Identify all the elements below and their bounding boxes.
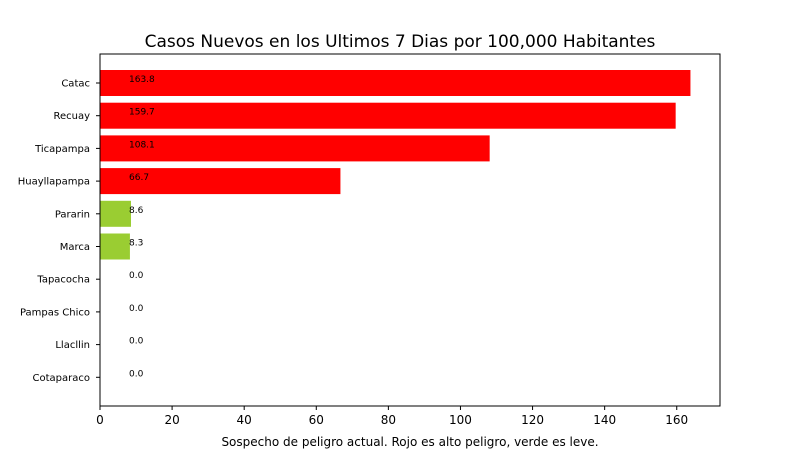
x-tick-label: 120 (521, 413, 544, 427)
y-tick-label: Llacllin (55, 340, 90, 351)
data-label: 8.6 (129, 206, 144, 216)
bar-huayllapampa (100, 168, 341, 195)
bar-pararin (100, 200, 131, 227)
data-label: 0.0 (129, 271, 144, 281)
y-axis: Catac Recuay Ticapampa Huayllapampa Pararin M… (18, 79, 100, 384)
bar-ticapampa (100, 135, 490, 162)
bar-catac (100, 70, 691, 96)
y-tick-label: Pararin (55, 209, 90, 220)
x-axis: 0 20 40 60 80 100 120 140 160 (96, 406, 688, 427)
plot-area-frame (99, 53, 721, 407)
x-tick-label: 100 (449, 413, 472, 427)
x-tick-label: 0 (96, 413, 104, 427)
value-labels-group: 163.8 159.7 108.1 66.7 8.6 8.3 0.0 0.0 0.0 0.0 (129, 75, 155, 379)
data-label: 66.7 (129, 173, 149, 183)
x-tick-label: 40 (237, 413, 252, 427)
chart-title: Casos Nuevos en los Ultimos 7 Dias por 1… (145, 32, 656, 52)
y-tick-label: Huayllapampa (18, 177, 90, 188)
y-tick-label: Recuay (53, 111, 90, 122)
x-tick-label: 160 (665, 413, 688, 427)
y-tick-label: Cotaparaco (33, 373, 90, 384)
bars-group (100, 70, 691, 260)
x-axis-label: Sospecho de peligro actual. Rojo es alto… (221, 435, 598, 449)
bar-recuay (100, 102, 676, 129)
y-tick-label: Marca (60, 242, 90, 253)
data-label: 8.3 (129, 239, 143, 249)
x-tick-label: 60 (309, 413, 324, 427)
data-label: 159.7 (129, 108, 155, 118)
y-tick-label: Catac (61, 79, 90, 90)
y-tick-label: Tapacocha (36, 275, 90, 286)
bar-marca (100, 233, 130, 260)
data-label: 108.1 (129, 140, 155, 150)
x-tick-label: 20 (164, 413, 179, 427)
data-label: 163.8 (129, 75, 155, 85)
data-label: 0.0 (129, 369, 144, 379)
y-tick-label: Pampas Chico (20, 307, 90, 318)
x-tick-label: 140 (593, 413, 616, 427)
data-label: 0.0 (129, 304, 144, 314)
y-tick-label: Ticapampa (34, 144, 90, 155)
data-label: 0.0 (129, 337, 144, 347)
x-tick-label: 80 (381, 413, 396, 427)
